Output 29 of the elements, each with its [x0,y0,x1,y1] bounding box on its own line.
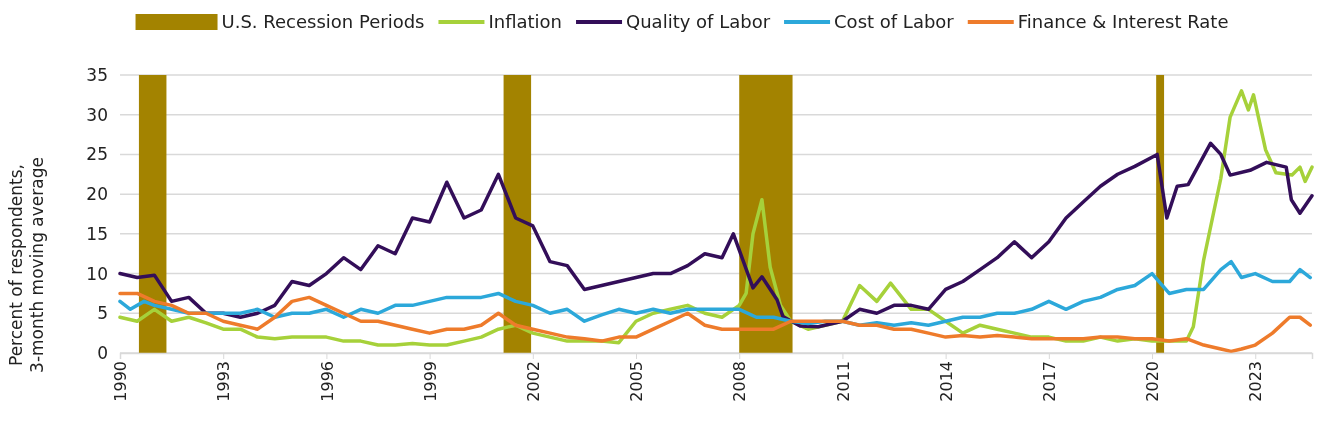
x-tick-label: 2005 [627,361,647,402]
y-tick-label: 35 [86,64,108,85]
x-tick-label: 2014 [936,361,956,402]
x-tick-label: 2017 [1039,361,1059,402]
x-tick-label: 2002 [523,361,543,402]
y-tick-label: 30 [86,104,108,125]
x-tick-label: 1993 [214,361,234,402]
x-tick-label: 2011 [833,361,853,402]
x-tick-label: 2023 [1246,361,1266,402]
y-tick-label: 0 [97,342,108,363]
y-tick-label: 25 [86,144,108,165]
legend-label: Finance & Interest Rate [1017,11,1229,33]
y-tick-label: 10 [86,263,108,284]
y-tick-label: 20 [86,184,108,205]
y-axis-title: Percent of respondents, 3-month moving average [6,157,48,373]
y-tick-label: 15 [86,223,108,244]
x-tick-label: 2020 [1143,361,1163,402]
y-tick-label: 5 [97,303,108,324]
legend-label: Cost of Labor [834,11,955,33]
line-series [118,291,1313,354]
line-series [118,141,1314,329]
line-series [118,259,1313,327]
x-tick-label: 1990 [111,361,131,402]
legend-label: Quality of Labor [626,11,771,33]
x-tick-label: 2008 [730,361,750,402]
legend-label: U.S. Recession Periods [221,11,425,33]
legend-label: Inflation [488,11,563,33]
x-tick-label: 1996 [317,361,337,402]
x-tick-label: 1999 [420,361,440,402]
